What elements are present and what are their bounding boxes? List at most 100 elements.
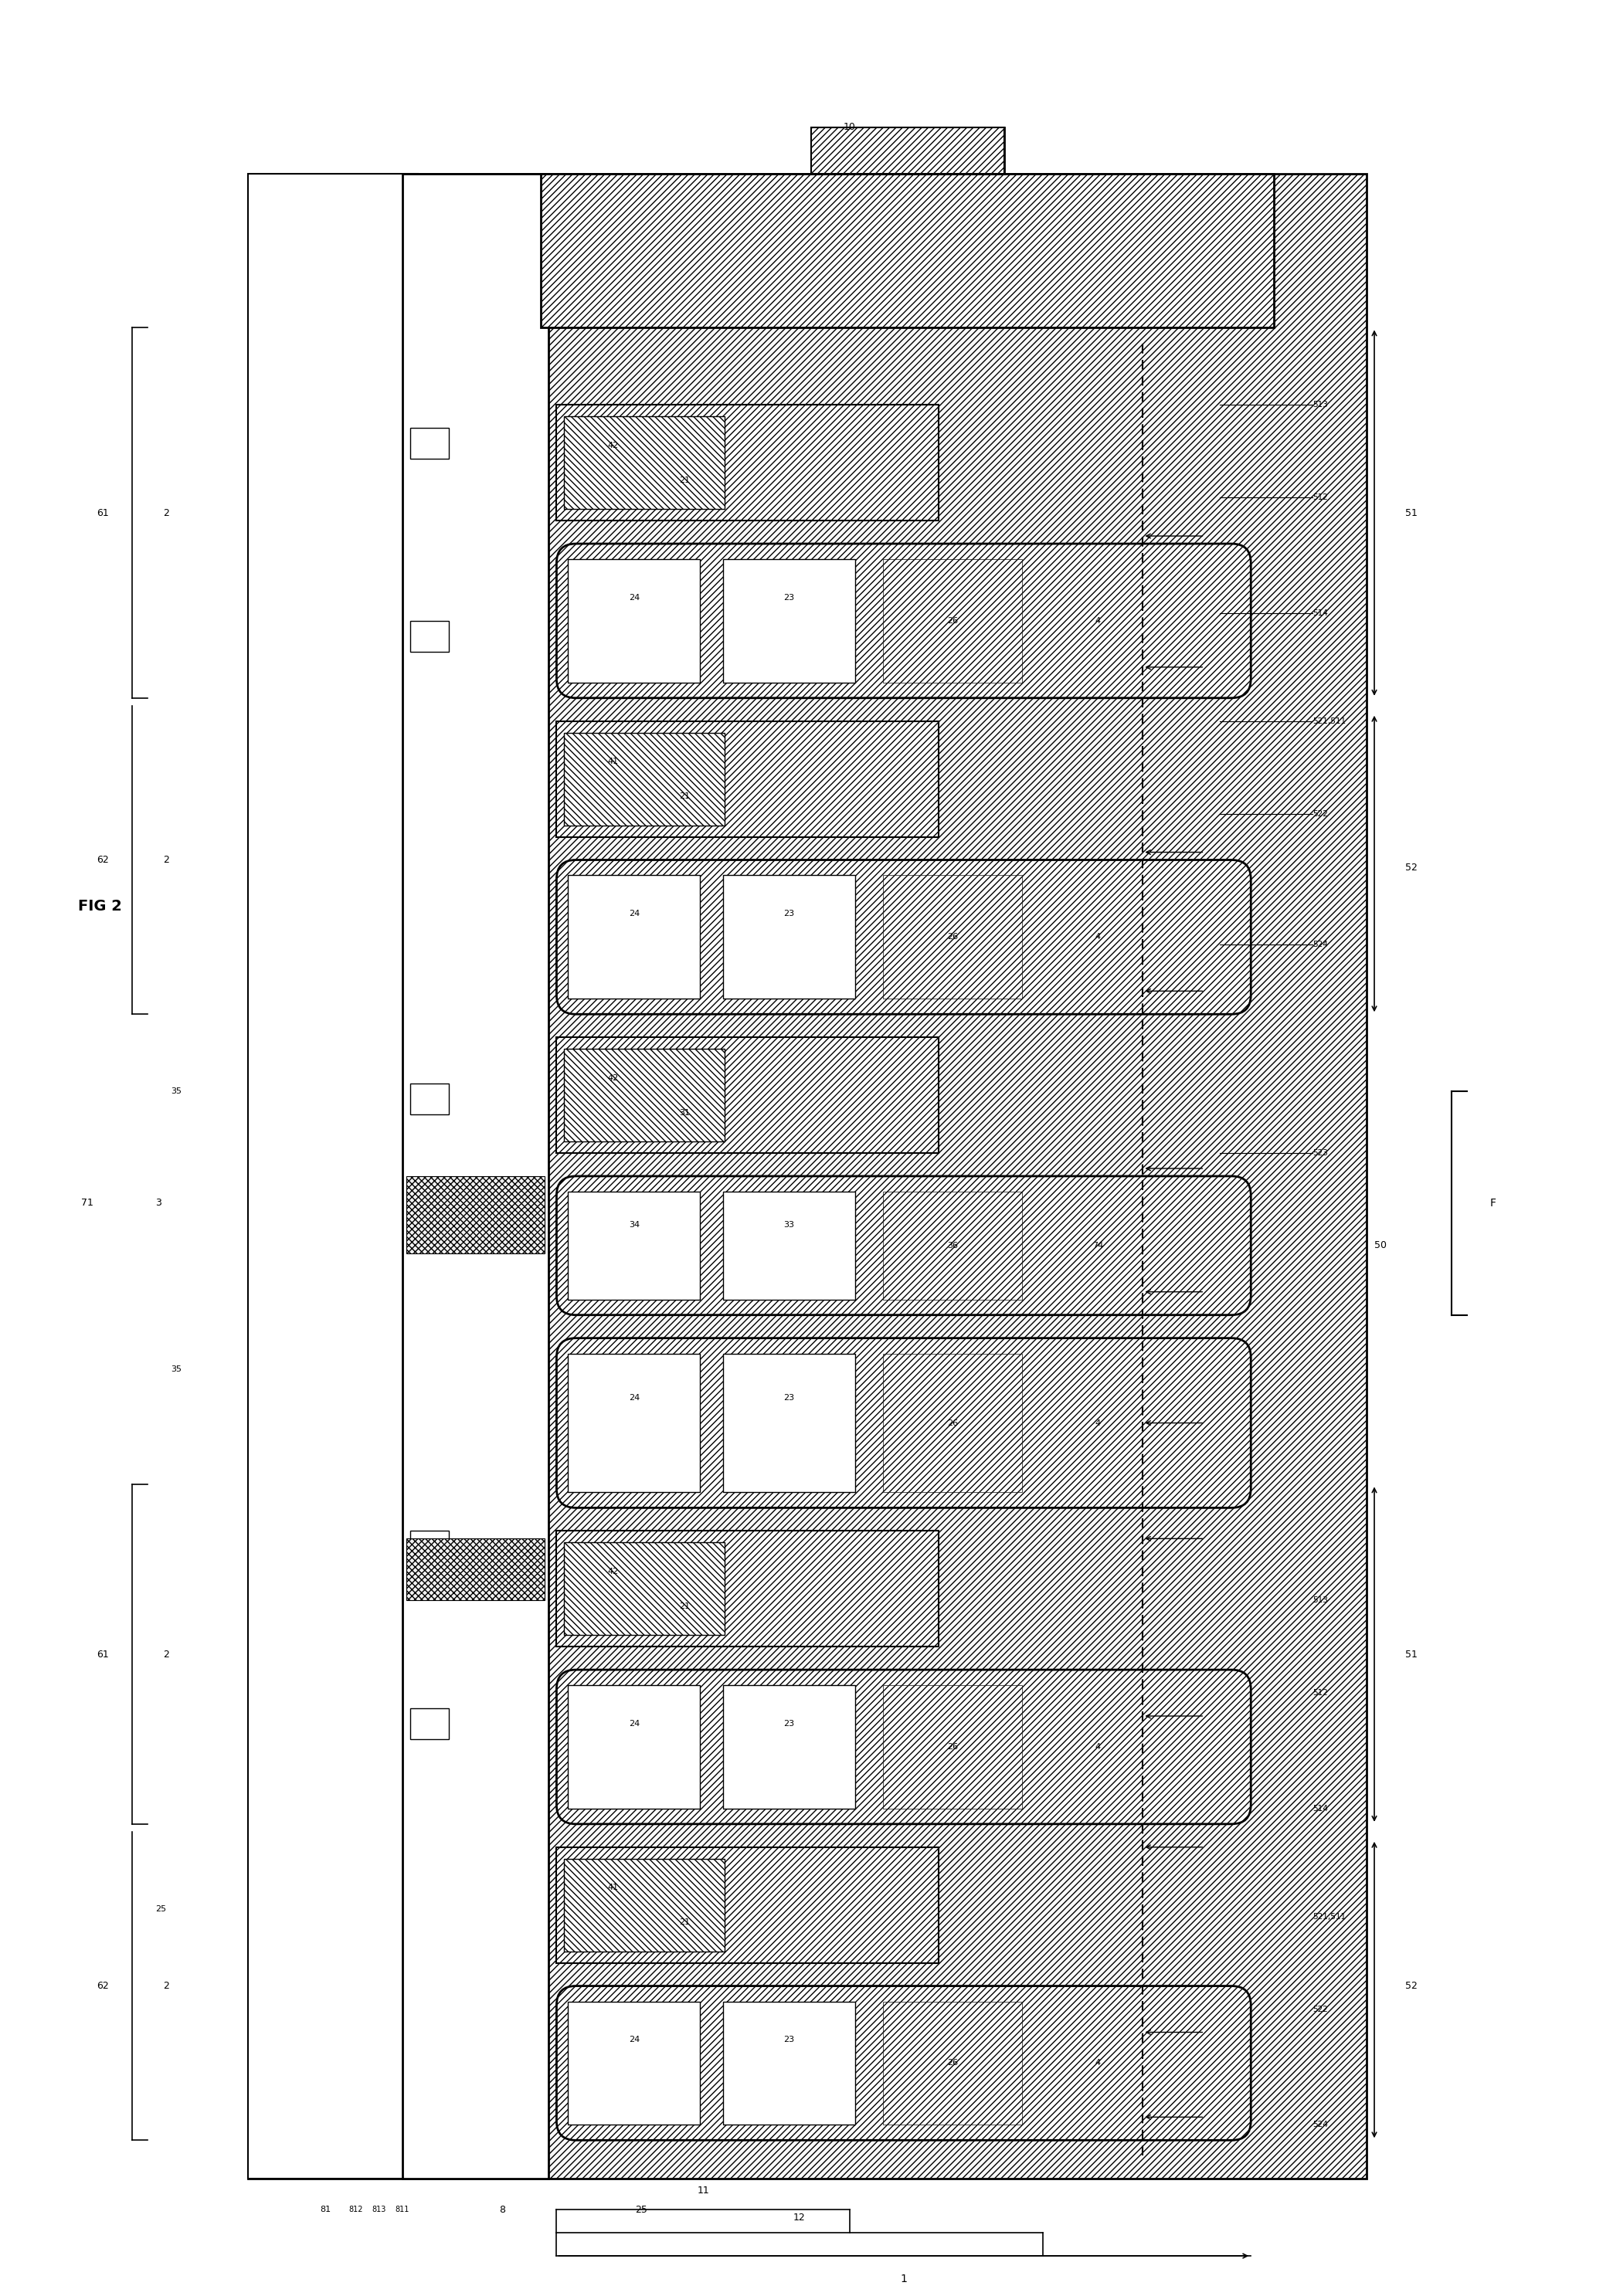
Bar	[568, 1355, 700, 1492]
Bar	[568, 560, 700, 682]
Text: 513: 513	[1313, 402, 1327, 409]
Bar	[556, 721, 939, 836]
Bar	[568, 1685, 700, 1809]
Text: 523: 523	[1313, 1150, 1327, 1157]
Text: 24: 24	[629, 595, 640, 602]
Bar	[248, 174, 418, 2179]
Bar	[410, 1531, 448, 1561]
Text: 61: 61	[97, 507, 110, 519]
FancyBboxPatch shape	[556, 544, 1250, 698]
FancyBboxPatch shape	[556, 1176, 1250, 1316]
Text: 26: 26	[947, 932, 958, 941]
Bar	[882, 875, 1021, 999]
Text: 3: 3	[155, 1199, 161, 1208]
Text: 514: 514	[1313, 1805, 1327, 1812]
Text: FIG 2: FIG 2	[77, 898, 123, 914]
Text: 26: 26	[947, 1419, 958, 1426]
Bar	[811, 126, 1003, 174]
Text: 21: 21	[679, 1603, 690, 1609]
Text: 21: 21	[679, 792, 690, 801]
Text: 23: 23	[784, 595, 795, 602]
Text: 811: 811	[395, 2206, 410, 2213]
Text: 50: 50	[1374, 1240, 1387, 1251]
Bar	[410, 1084, 448, 1114]
Bar	[723, 560, 855, 682]
Bar	[723, 1192, 855, 1300]
Text: F: F	[1490, 1199, 1497, 1208]
Text: 4: 4	[1095, 1419, 1100, 1426]
Text: 2: 2	[163, 507, 169, 519]
Bar	[556, 1848, 939, 1963]
Bar	[568, 2002, 700, 2124]
Bar	[406, 1538, 545, 1600]
Text: 23: 23	[784, 1720, 795, 1727]
Bar	[882, 2002, 1021, 2124]
Bar	[540, 174, 1274, 328]
Text: 25: 25	[155, 1906, 166, 1913]
FancyBboxPatch shape	[556, 1986, 1250, 2140]
Bar	[556, 404, 939, 521]
Text: 514: 514	[1313, 608, 1327, 618]
Text: 62: 62	[97, 1981, 110, 1991]
Text: 2: 2	[163, 1981, 169, 1991]
Text: 513: 513	[1313, 1596, 1327, 1605]
Text: 31: 31	[679, 1109, 690, 1116]
Text: 522: 522	[1313, 2004, 1327, 2014]
Text: 524: 524	[1313, 2122, 1327, 2128]
Text: 35: 35	[171, 1366, 182, 1373]
Bar	[406, 1176, 545, 1254]
Text: 521,511: 521,511	[1313, 1913, 1345, 1919]
Text: 24: 24	[629, 1394, 640, 1401]
Text: 24: 24	[629, 909, 640, 918]
Text: 26: 26	[947, 2060, 958, 2066]
Bar	[565, 1860, 724, 1952]
Bar	[410, 1708, 448, 1738]
Text: 61: 61	[97, 1649, 110, 1660]
Text: 51: 51	[1405, 1649, 1418, 1660]
Bar	[410, 427, 448, 459]
Text: 34: 34	[629, 1221, 639, 1228]
Text: 26: 26	[947, 618, 958, 625]
Text: 41: 41	[606, 1883, 618, 1892]
Text: 23: 23	[784, 1394, 795, 1401]
Text: 42: 42	[606, 1568, 618, 1575]
Text: 812: 812	[348, 2206, 363, 2213]
Bar	[723, 875, 855, 999]
Bar	[568, 1192, 700, 1300]
Bar	[882, 1685, 1021, 1809]
Text: 11: 11	[697, 2186, 710, 2195]
Text: 24: 24	[629, 1720, 640, 1727]
Text: 21: 21	[679, 475, 690, 484]
Text: 52: 52	[1405, 1981, 1418, 1991]
Text: 42: 42	[606, 1075, 618, 1081]
Bar	[565, 416, 724, 510]
FancyBboxPatch shape	[556, 1669, 1250, 1823]
Text: 51: 51	[1405, 507, 1418, 519]
Text: 524: 524	[1313, 941, 1327, 948]
Bar	[882, 1355, 1021, 1492]
Text: 23: 23	[784, 909, 795, 918]
Bar	[410, 620, 448, 652]
Text: 21: 21	[679, 1919, 690, 1926]
Bar	[811, 126, 1003, 174]
Text: 4: 4	[1095, 2060, 1100, 2066]
Text: 2: 2	[163, 1649, 169, 1660]
Text: 81: 81	[319, 2206, 331, 2213]
Text: 62: 62	[97, 854, 110, 866]
Text: 522: 522	[1313, 810, 1327, 817]
Bar	[565, 1543, 724, 1635]
FancyBboxPatch shape	[556, 861, 1250, 1015]
Bar	[565, 732, 724, 824]
Bar	[723, 2002, 855, 2124]
Text: 4: 4	[1095, 618, 1100, 625]
Text: 26: 26	[947, 1743, 958, 1752]
Text: 512: 512	[1313, 494, 1327, 501]
Text: 521,511: 521,511	[1313, 716, 1345, 726]
Bar	[556, 1038, 939, 1153]
Bar	[882, 560, 1021, 682]
Bar	[402, 174, 548, 2179]
Bar	[723, 1685, 855, 1809]
Text: 24: 24	[629, 2037, 640, 2043]
Text: 35: 35	[171, 1088, 182, 1095]
Text: 512: 512	[1313, 1690, 1327, 1697]
